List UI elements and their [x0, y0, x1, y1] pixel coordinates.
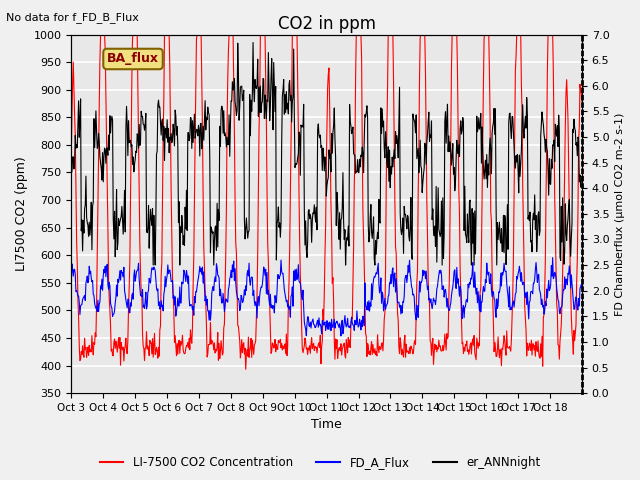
Y-axis label: LI7500 CO2 (ppm): LI7500 CO2 (ppm): [15, 156, 28, 271]
Text: No data for f_FD_B_Flux: No data for f_FD_B_Flux: [6, 12, 140, 23]
Title: CO2 in ppm: CO2 in ppm: [278, 15, 376, 33]
Text: BA_flux: BA_flux: [107, 52, 159, 65]
X-axis label: Time: Time: [311, 419, 342, 432]
Y-axis label: FD Chamberflux (µmol CO2 m-2 s-1): FD Chamberflux (µmol CO2 m-2 s-1): [615, 112, 625, 315]
Legend: LI-7500 CO2 Concentration, FD_A_Flux, er_ANNnight: LI-7500 CO2 Concentration, FD_A_Flux, er…: [95, 452, 545, 474]
